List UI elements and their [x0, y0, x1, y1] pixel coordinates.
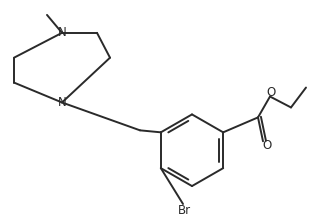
Text: N: N — [58, 96, 67, 109]
Text: O: O — [266, 86, 275, 99]
Text: N: N — [58, 26, 67, 39]
Text: Br: Br — [177, 204, 191, 217]
Text: O: O — [262, 139, 272, 152]
